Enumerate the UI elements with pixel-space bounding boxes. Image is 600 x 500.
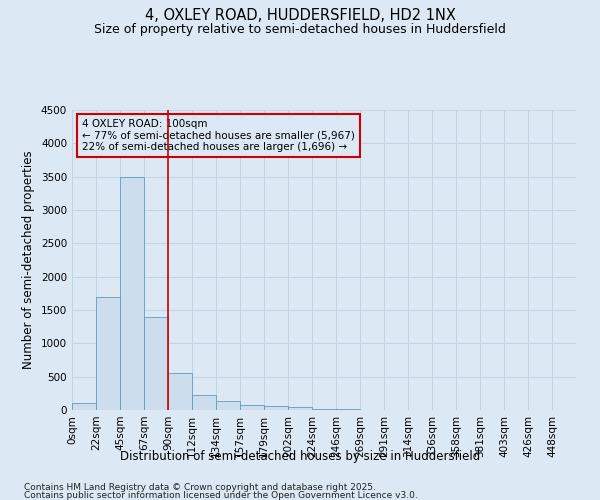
Text: Size of property relative to semi-detached houses in Huddersfield: Size of property relative to semi-detach…: [94, 22, 506, 36]
Bar: [216, 402, 240, 410]
Y-axis label: Number of semi-detached properties: Number of semi-detached properties: [22, 150, 35, 370]
Text: 4 OXLEY ROAD: 100sqm
← 77% of semi-detached houses are smaller (5,967)
22% of se: 4 OXLEY ROAD: 100sqm ← 77% of semi-detac…: [82, 119, 355, 152]
Bar: [288, 408, 312, 410]
Bar: [144, 316, 168, 410]
Bar: [168, 374, 192, 410]
Bar: [72, 404, 96, 410]
Bar: [264, 406, 288, 410]
Bar: [96, 296, 120, 410]
Bar: [192, 396, 216, 410]
Bar: [120, 176, 144, 410]
Bar: [240, 404, 264, 410]
Text: Distribution of semi-detached houses by size in Huddersfield: Distribution of semi-detached houses by …: [120, 450, 480, 463]
Text: Contains public sector information licensed under the Open Government Licence v3: Contains public sector information licen…: [24, 491, 418, 500]
Text: 4, OXLEY ROAD, HUDDERSFIELD, HD2 1NX: 4, OXLEY ROAD, HUDDERSFIELD, HD2 1NX: [145, 8, 455, 22]
Text: Contains HM Land Registry data © Crown copyright and database right 2025.: Contains HM Land Registry data © Crown c…: [24, 482, 376, 492]
Bar: [312, 408, 336, 410]
